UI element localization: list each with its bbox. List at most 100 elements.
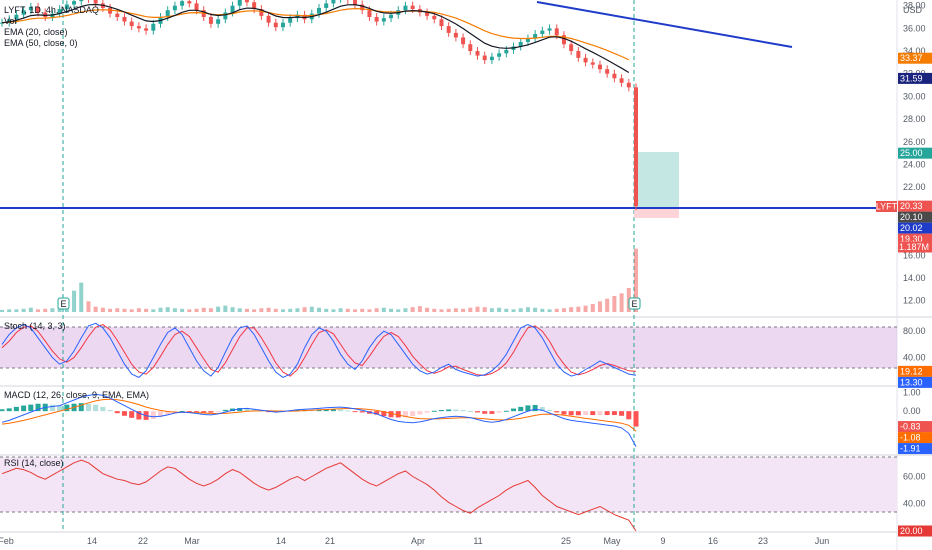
candle [518, 41, 523, 47]
legend-rsi[interactable]: RSI (14, close) [4, 458, 64, 468]
candle [72, 1, 77, 5]
candle [619, 78, 624, 83]
macd-histogram-bar [179, 410, 185, 412]
candle [533, 34, 538, 39]
candle [259, 9, 264, 16]
macd-histogram-bar [129, 411, 135, 418]
volume-bar [244, 308, 249, 312]
date-tick-label: 14 [276, 536, 286, 546]
macd-histogram-bar [237, 407, 243, 412]
candle [36, 6, 41, 13]
candle [280, 22, 285, 28]
candle [122, 17, 127, 22]
macd-histogram-bar [482, 411, 488, 414]
volume-bar [338, 308, 343, 312]
candle [461, 37, 466, 45]
symbol-title[interactable]: LYFT, 1D, 4h, NASDAQ [4, 5, 99, 15]
volume-bar [468, 307, 473, 312]
volume-bar [576, 306, 581, 312]
candle [129, 21, 134, 27]
macd-histogram-bar [150, 411, 156, 419]
volume-bar [50, 308, 55, 312]
macd-histogram-bar [21, 405, 27, 412]
candle [136, 26, 141, 29]
macd-histogram-bar [547, 410, 553, 412]
candle [475, 51, 480, 56]
legend-vol[interactable]: Vol [4, 16, 17, 26]
candle [21, 10, 26, 15]
macd-histogram-bar [330, 409, 336, 412]
date-tick-label: 22 [138, 536, 148, 546]
macd-histogram-bar [561, 411, 567, 415]
earnings-marker[interactable]: E [57, 297, 70, 310]
volume-bar [302, 307, 307, 312]
legend-macd[interactable]: MACD (12, 26, close, 9, EMA, EMA) [4, 390, 149, 400]
volume-bar [7, 309, 12, 312]
volume-bar [417, 306, 422, 312]
price-tick-label: 26.00 [903, 137, 926, 147]
macd-histogram-bar [489, 411, 495, 414]
candle [230, 5, 235, 13]
value-badge-label: 20.33 [900, 201, 923, 211]
stoch-layer [1, 322, 637, 378]
volume-bar [389, 308, 394, 312]
macd-histogram-bar [208, 411, 214, 413]
target-zone[interactable] [634, 152, 679, 208]
macd-histogram-bar [57, 405, 63, 412]
date-tick-label: 23 [758, 536, 768, 546]
legend-stoch[interactable]: Stoch (14, 3, 3) [4, 321, 66, 331]
earnings-marker[interactable]: E [628, 297, 641, 310]
volume-bar [597, 301, 602, 312]
macd-histogram-bar [388, 411, 394, 418]
date-tick-label: Feb [0, 536, 14, 546]
price-tick-label: 30.00 [903, 91, 926, 101]
volume-bar [115, 308, 120, 312]
macd-histogram-bar [222, 409, 228, 412]
macd-histogram-bar [453, 409, 459, 412]
macd-histogram-bar [467, 410, 473, 412]
macd-histogram-bar [424, 411, 430, 413]
value-badge-label: -1.91 [900, 444, 921, 454]
volume-bar [497, 307, 502, 312]
value-badge [898, 241, 932, 253]
macd-histogram-bar [352, 411, 358, 413]
candle [144, 28, 149, 31]
volume-bar [353, 309, 358, 312]
value-badge [898, 222, 932, 234]
macd-histogram-bar [597, 411, 603, 416]
macd-histogram-bar [6, 408, 12, 412]
macd-histogram-bar [251, 409, 257, 412]
candle [597, 64, 602, 70]
macd-histogram-bar [194, 411, 200, 413]
macd-histogram-bar [85, 403, 91, 412]
volume-bar [237, 308, 242, 312]
volume-bar [403, 308, 408, 312]
stop-zone[interactable] [634, 208, 679, 218]
ema20-line [1, 3, 630, 74]
volume-bar [583, 305, 588, 312]
macd-histogram-bar [186, 411, 192, 413]
trend-line[interactable] [536, 1, 793, 48]
value-badge [898, 432, 932, 444]
macd-histogram-bar [604, 411, 610, 416]
macd-histogram-bar [107, 410, 113, 412]
macd-histogram-bar [93, 404, 99, 412]
candle [569, 44, 574, 52]
candle [410, 5, 415, 10]
macd-histogram-bar [35, 403, 41, 412]
candle [165, 10, 170, 18]
candle [216, 19, 221, 24]
legend-ema20[interactable]: EMA (20, close) [4, 27, 68, 37]
candle [540, 30, 545, 35]
candle [504, 49, 509, 54]
value-badge [898, 211, 932, 223]
candle [172, 5, 177, 11]
macd-histogram-bar [13, 406, 19, 412]
volume-bar [432, 308, 437, 312]
macd-line [1, 393, 637, 447]
legend-ema50[interactable]: EMA (50, close, 0) [4, 38, 78, 48]
value-badge [898, 376, 932, 388]
volume-bar [511, 309, 516, 312]
macd-histogram-bar [568, 411, 574, 416]
